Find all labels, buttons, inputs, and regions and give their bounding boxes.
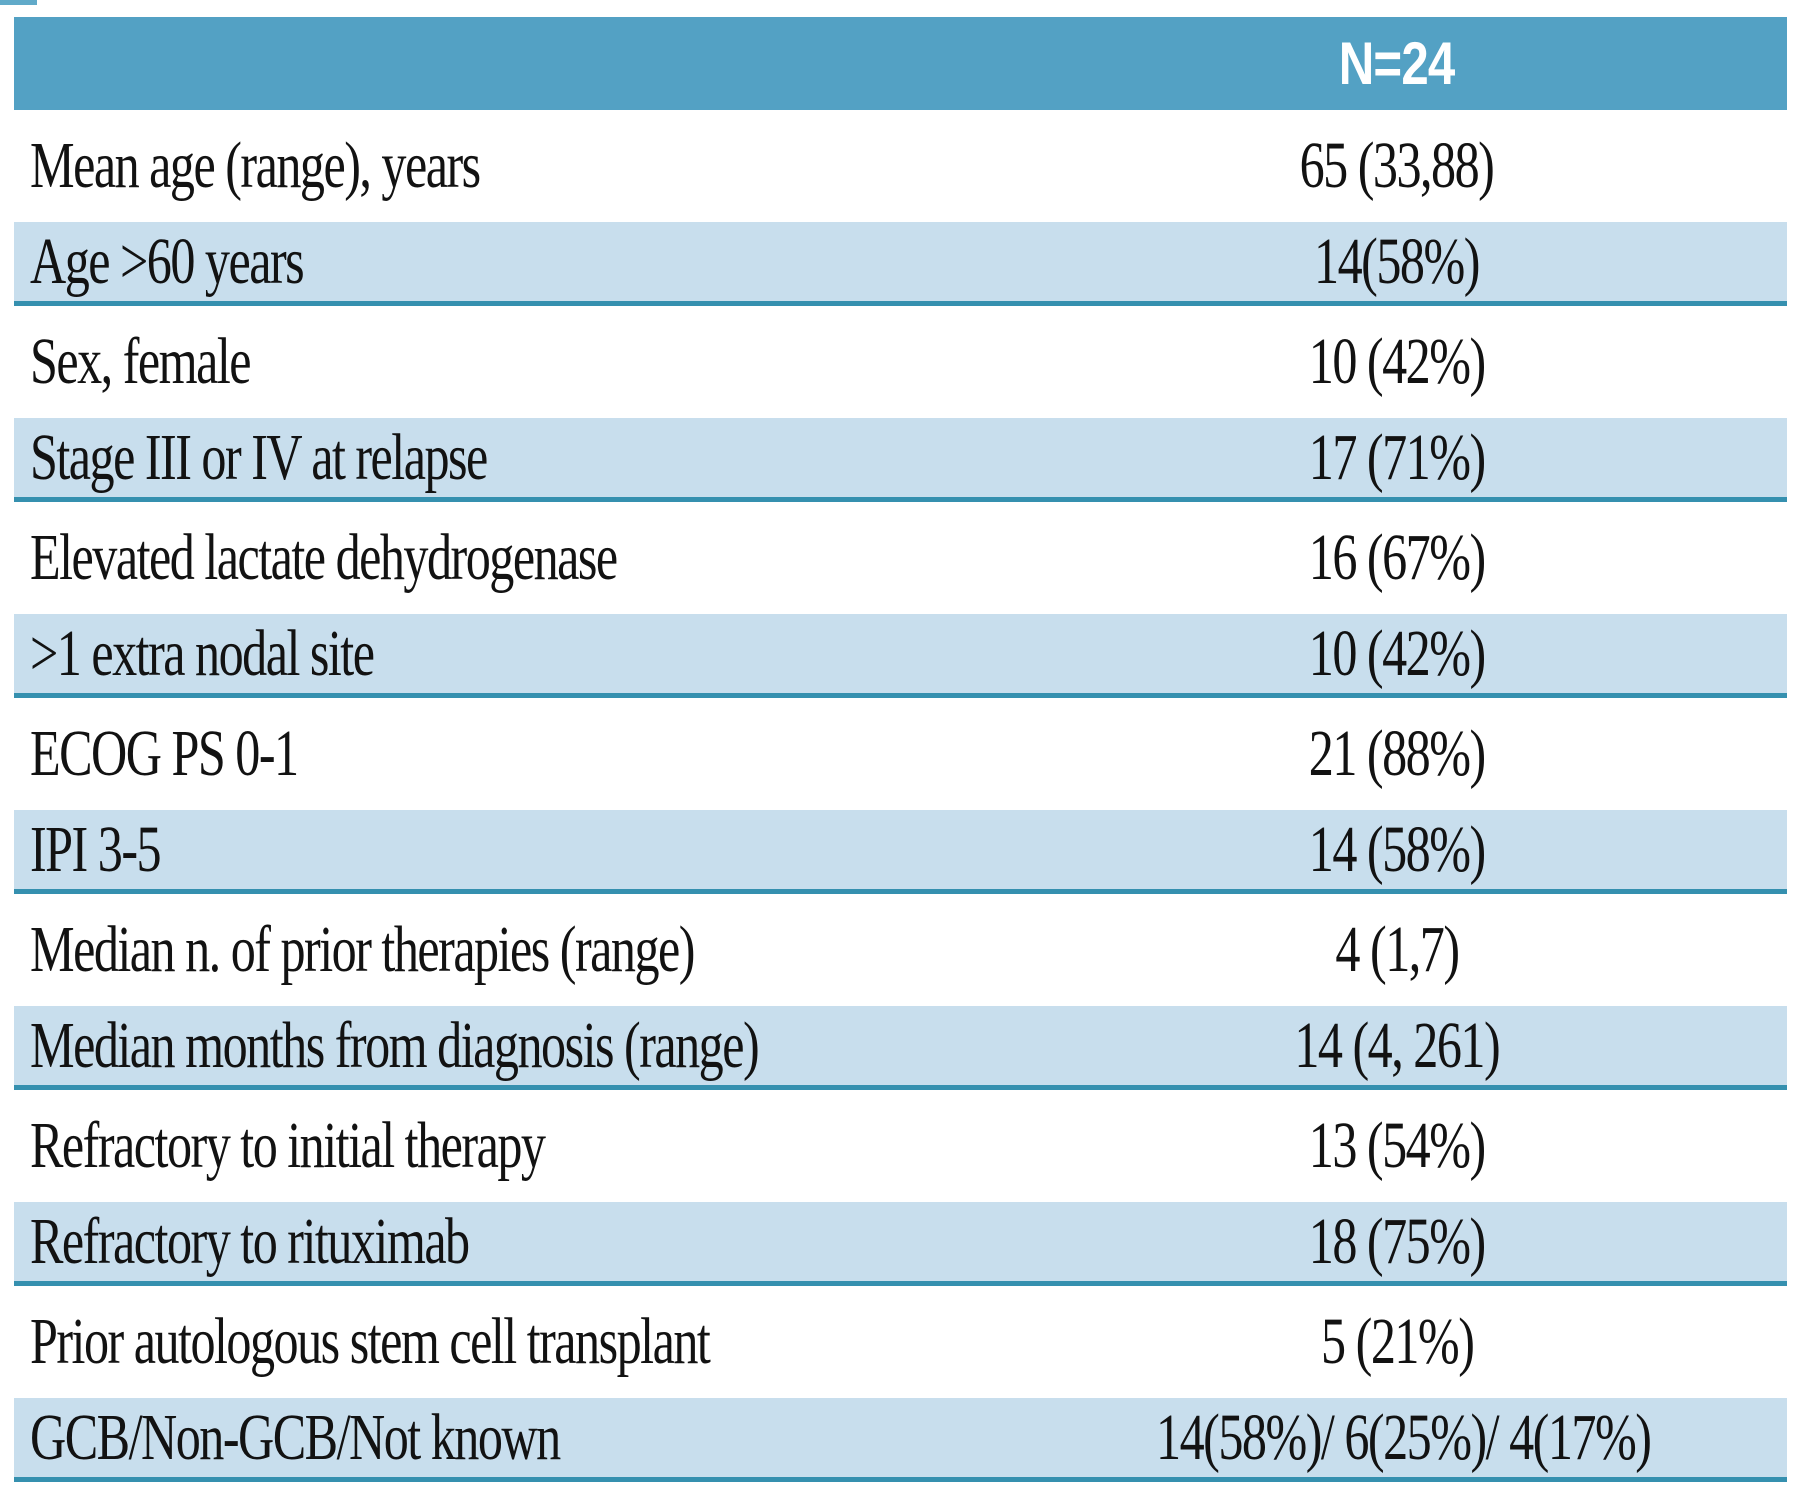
table-row: Refractory to rituximab 18 (75%) xyxy=(14,1202,1787,1286)
row-right-spacer xyxy=(1716,950,1787,951)
row-value: 13 (54%) xyxy=(1308,1109,1486,1182)
row-label: Stage III or IV at relapse xyxy=(30,420,488,494)
row-value: 14 (58%) xyxy=(1308,812,1486,886)
table-body: Mean age (range), years 65 (33,88) Age >… xyxy=(14,110,1787,1482)
row-value: 5 (21%) xyxy=(1320,1305,1475,1378)
column-header-n: N=24 xyxy=(1078,29,1716,98)
top-left-artifact xyxy=(0,0,37,5)
row-value: 18 (75%) xyxy=(1308,1204,1486,1278)
table-row: Age >60 years 14(58%) xyxy=(14,222,1787,306)
table-row: Stage III or IV at relapse 17 (71%) xyxy=(14,418,1787,502)
row-label: Mean age (range), years xyxy=(30,129,481,202)
row-label: Refractory to rituximab xyxy=(30,1204,470,1278)
table-row: Mean age (range), years 65 (33,88) xyxy=(14,110,1787,222)
row-value: 14(58%) xyxy=(1314,224,1480,298)
table-row: IPI 3-5 14 (58%) xyxy=(14,810,1787,894)
table-row: Prior autologous stem cell transplant 5 … xyxy=(14,1286,1787,1398)
row-right-spacer xyxy=(1716,558,1787,559)
row-label: Refractory to initial therapy xyxy=(30,1109,546,1182)
row-value: 14 (4, 261) xyxy=(1294,1008,1501,1082)
row-label: Elevated lactate dehydrogenase xyxy=(30,521,618,594)
table-row: ECOG PS 0-1 21 (88%) xyxy=(14,698,1787,810)
row-right-spacer xyxy=(1716,1342,1787,1343)
row-label: >1 extra nodal site xyxy=(30,616,375,690)
row-label: Prior autologous stem cell transplant xyxy=(30,1305,711,1378)
header-label-spacer xyxy=(14,63,1078,64)
row-label: GCB/Non-GCB/Not known xyxy=(30,1400,561,1474)
row-right-spacer xyxy=(1716,1146,1787,1147)
table-row: Median months from diagnosis (range) 14 … xyxy=(14,1006,1787,1090)
row-right-spacer xyxy=(1716,166,1787,167)
row-label: Median months from diagnosis (range) xyxy=(30,1008,760,1082)
row-right-spacer xyxy=(1716,457,1787,458)
row-right-spacer xyxy=(1716,1241,1787,1242)
table-row: Elevated lactate dehydrogenase 16 (67%) xyxy=(14,502,1787,614)
row-label: ECOG PS 0-1 xyxy=(30,717,299,790)
row-right-spacer xyxy=(1716,653,1787,654)
table-row: Refractory to initial therapy 13 (54%) xyxy=(14,1090,1787,1202)
row-right-spacer xyxy=(1716,754,1787,755)
header-right-spacer xyxy=(1716,63,1787,64)
row-label: IPI 3-5 xyxy=(30,812,162,886)
row-label: Median n. of prior therapies (range) xyxy=(30,913,695,986)
table-row: >1 extra nodal site 10 (42%) xyxy=(14,614,1787,698)
row-value: 17 (71%) xyxy=(1308,420,1486,494)
table-row: Sex, female 10 (42%) xyxy=(14,306,1787,418)
row-value: 65 (33,88) xyxy=(1300,129,1495,202)
row-right-spacer xyxy=(1716,261,1787,262)
column-header-n-label: N=24 xyxy=(1339,30,1456,97)
row-right-spacer xyxy=(1716,1045,1787,1046)
patient-characteristics-table: N=24 Mean age (range), years 65 (33,88) … xyxy=(14,17,1787,1482)
row-value: 16 (67%) xyxy=(1308,521,1486,594)
row-right-spacer xyxy=(1716,1437,1787,1438)
row-right-spacer xyxy=(1716,362,1787,363)
row-value: 4 (1,7) xyxy=(1335,913,1460,986)
row-value: 10 (42%) xyxy=(1308,325,1486,398)
table-row: Median n. of prior therapies (range) 4 (… xyxy=(14,894,1787,1006)
row-label: Age >60 years xyxy=(30,224,305,298)
row-value: 10 (42%) xyxy=(1308,616,1486,690)
table-header-row: N=24 xyxy=(14,17,1787,110)
table-row: GCB/Non-GCB/Not known 14(58%)/ 6(25%)/ 4… xyxy=(14,1398,1787,1482)
row-value: 14(58%)/ 6(25%)/ 4(17%) xyxy=(1155,1400,1652,1474)
row-value: 21 (88%) xyxy=(1308,717,1486,790)
row-right-spacer xyxy=(1716,849,1787,850)
row-label: Sex, female xyxy=(30,325,252,398)
